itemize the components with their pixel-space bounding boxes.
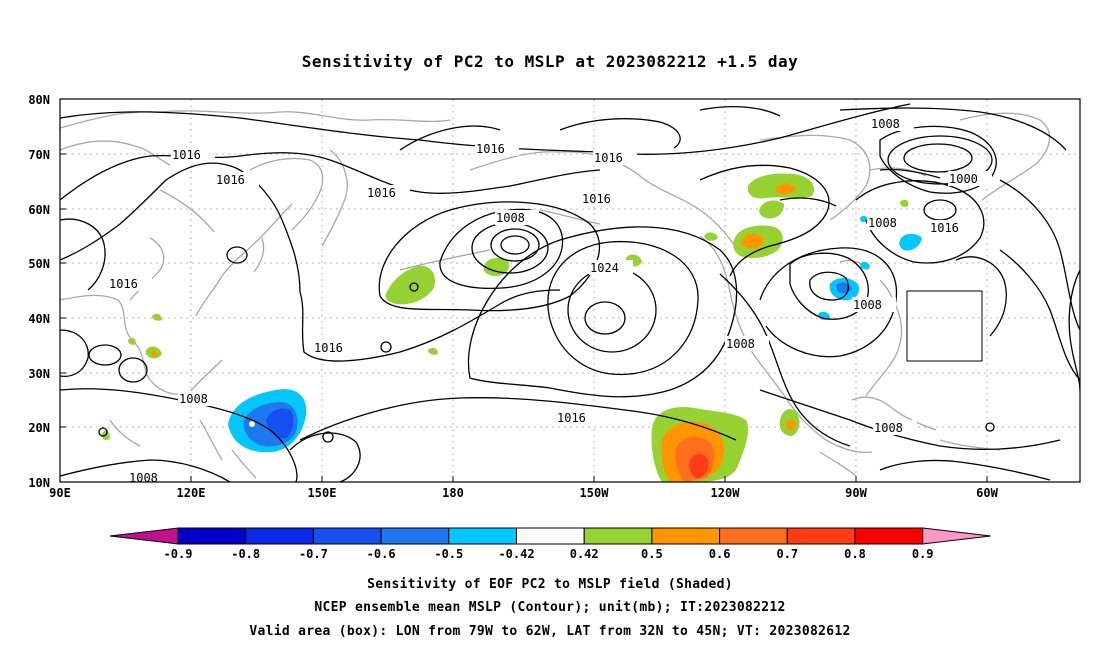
lon-label: 90E <box>49 486 71 500</box>
colorbar-tick-label: 0.7 <box>776 547 798 561</box>
sensitivity-shading <box>102 173 922 482</box>
colorbar <box>109 527 991 545</box>
contour-label: 1016 <box>476 142 505 156</box>
colorbar-segment <box>448 527 517 545</box>
colorbar-tick-label: -0.9 <box>164 547 193 561</box>
lon-label: 180 <box>442 486 464 500</box>
colorbar-tick-label: -0.8 <box>231 547 260 561</box>
colorbar-segment <box>177 527 247 545</box>
map-panel: 1016 1016 1016 1016 1016 1016 1016 1016 … <box>60 99 1080 485</box>
colorbar-triangle-low <box>109 527 179 545</box>
contour-label: 1016 <box>216 173 245 187</box>
contour-label: 1008 <box>871 117 900 131</box>
contour-label: 1016 <box>172 148 201 162</box>
mslp-contours <box>60 103 1080 482</box>
lon-label: 120E <box>177 486 206 500</box>
lat-label: 40N <box>28 312 50 326</box>
colorbar-tick-label: 0.5 <box>641 547 663 561</box>
contour-label: 1008 <box>179 392 208 406</box>
lat-label: 30N <box>28 367 50 381</box>
contour-label: 1016 <box>582 192 611 206</box>
footer: Sensitivity of EOF PC2 to MSLP field (Sh… <box>249 577 850 639</box>
colorbar-segment <box>854 527 924 545</box>
footer-line-1: Sensitivity of EOF PC2 to MSLP field (Sh… <box>367 577 733 592</box>
colorbar-segment <box>786 527 856 545</box>
colorbar-triangle-high <box>922 527 991 545</box>
colorbar-segment <box>719 527 788 545</box>
map-frame <box>59 98 1081 483</box>
longitude-labels: 90E 120E 150E 180 150W 120W 90W 60W <box>49 486 998 500</box>
contour-label: 1008 <box>726 337 755 351</box>
colorbar-tick-label: -0.6 <box>367 547 396 561</box>
lat-label: 50N <box>28 257 50 271</box>
lon-label: 150W <box>580 486 610 500</box>
lat-label: 80N <box>28 93 50 107</box>
colorbar-tick-label: 0.6 <box>709 547 731 561</box>
colorbar-segment <box>245 527 314 545</box>
contour-label: 1024 <box>590 261 619 275</box>
contour-label: 1016 <box>557 411 586 425</box>
contour-label: 1016 <box>109 277 138 291</box>
lat-label: 60N <box>28 203 50 217</box>
map-title: Sensitivity of PC2 to MSLP at 2023082212… <box>302 52 799 71</box>
colorbar-segment <box>583 527 653 545</box>
contour-label: 1016 <box>367 186 396 200</box>
contour-label: 1016 <box>314 341 343 355</box>
colorbar-labels: -0.9 -0.8 -0.7 -0.6 -0.5 -0.42 0.42 0.5 0.6 0.7 0.… <box>164 547 934 561</box>
colorbar-segment <box>380 527 450 545</box>
lat-label: 10N <box>28 476 50 490</box>
contour-label: 1008 <box>853 298 882 312</box>
contour-label: 1008 <box>868 216 897 230</box>
lon-label: 120W <box>711 486 741 500</box>
contour-label: 1016 <box>930 221 959 235</box>
colorbar-tick-label: 0.8 <box>844 547 866 561</box>
colorbar-segment <box>516 527 585 545</box>
latitude-labels: 80N 70N 60N 50N 40N 30N 20N 10N <box>28 93 50 490</box>
colorbar-segment <box>651 527 721 545</box>
coastlines <box>60 110 1051 479</box>
colorbar-tick-label: -0.7 <box>299 547 328 561</box>
contour-label: 1008 <box>874 421 903 435</box>
lon-label: 60W <box>976 486 998 500</box>
lon-label: 150E <box>308 486 337 500</box>
lat-label: 20N <box>28 421 50 435</box>
valid-area-box <box>906 290 983 362</box>
colorbar-tick-label: 0.9 <box>912 547 934 561</box>
footer-line-2: NCEP ensemble mean MSLP (Contour); unit(… <box>314 600 785 615</box>
colorbar-tick-label: 0.42 <box>570 547 599 561</box>
contour-label: 1008 <box>129 471 158 485</box>
lon-label: 90W <box>845 486 867 500</box>
contour-label: 1008 <box>496 211 525 225</box>
colorbar-tick-label: -0.42 <box>498 547 534 561</box>
contour-label-group: 1016 1016 1016 1016 1016 1016 1016 1016 … <box>108 116 992 485</box>
contour-label: 1016 <box>594 151 623 165</box>
footer-line-3: Valid area (box): LON from 79W to 62W, L… <box>249 624 850 639</box>
colorbar-segment <box>312 527 382 545</box>
axis-ticks <box>59 98 988 483</box>
contour-label: 1000 <box>949 172 978 186</box>
colorbar-tick-label: -0.5 <box>434 547 463 561</box>
lat-label: 70N <box>28 148 50 162</box>
